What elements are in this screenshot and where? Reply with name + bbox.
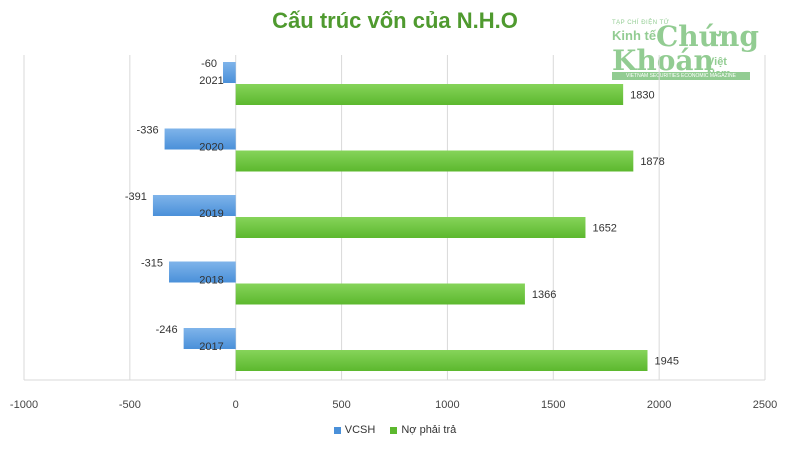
category-label-2017: 2017 (199, 341, 223, 353)
logo-tagline: VIETNAM SECURITIES ECONOMIC MAGAZINE (612, 72, 750, 80)
bar-no-phai-tra-2019 (235, 217, 586, 238)
x-tick-label: -500 (119, 399, 141, 411)
x-tick-label: 500 (332, 399, 350, 411)
logo-small-text: TẠP CHÍ ĐIỆN TỬ (612, 20, 670, 26)
legend-swatch-vcsh (333, 426, 341, 434)
bar-vcsh-2018 (169, 261, 236, 283)
x-tick-label: 0 (233, 399, 239, 411)
legend-label-vcsh: VCSH (344, 424, 376, 436)
bar-vcsh-2017 (183, 328, 236, 349)
category-label-2020: 2020 (199, 142, 223, 154)
logo-chung: Chứng (656, 20, 759, 53)
bar-no-phai-tra-2020 (235, 150, 634, 172)
x-tick-label: 2500 (753, 399, 777, 411)
legend: VCSH Nợ phải trả (0, 424, 790, 436)
x-tick-label: 1500 (541, 399, 565, 411)
x-axis: -1000 -500 0 500 1000 1500 2000 2500 (10, 379, 777, 411)
data-label-vcsh-2020: -336 (137, 125, 159, 137)
labels-layer: -60 1830 2021 -336 1878 2020 -391 1652 2019 -315 1… (125, 58, 679, 368)
data-label-no-phai-tra-2021: 1830 (630, 90, 654, 102)
legend-label-no-phai-tra: Nợ phải trả (401, 424, 457, 436)
logo-kinh-te: Kinh tế (612, 28, 657, 43)
bar-no-phai-tra-2021 (235, 84, 624, 105)
data-label-vcsh-2019: -391 (125, 191, 147, 203)
category-label-2021: 2021 (199, 75, 223, 87)
data-label-vcsh-2021: -60 (201, 58, 217, 70)
x-tick-label: 1000 (435, 399, 459, 411)
data-label-no-phai-tra-2017: 1945 (654, 356, 678, 368)
data-label-no-phai-tra-2020: 1878 (640, 156, 664, 168)
logo-khoan: Khoán (612, 44, 714, 77)
chart-title: Cấu trúc vốn của N.H.O (272, 8, 518, 33)
data-label-no-phai-tra-2019: 1652 (592, 223, 616, 235)
category-label-2018: 2018 (199, 275, 223, 287)
legend-item-vcsh: VCSH (333, 424, 376, 436)
bar-vcsh-2019 (152, 195, 236, 216)
legend-swatch-no-phai-tra (390, 426, 398, 434)
data-label-no-phai-tra-2018: 1366 (532, 289, 556, 301)
magazine-logo: TẠP CHÍ ĐIỆN TỬ Kinh tế Chứng Khoán Việt… (612, 20, 759, 82)
data-label-vcsh-2017: -246 (156, 324, 178, 336)
bar-vcsh-2020 (164, 128, 236, 150)
x-tick-label: 2000 (647, 399, 671, 411)
bar-no-phai-tra-2018 (235, 283, 525, 305)
category-label-2019: 2019 (199, 208, 223, 220)
bar-vcsh-2021 (223, 62, 236, 83)
data-label-vcsh-2018: -315 (141, 258, 163, 270)
bars-layer (152, 62, 648, 371)
bar-no-phai-tra-2017 (235, 350, 648, 371)
legend-item-no-phai-tra: Nợ phải trả (390, 424, 456, 436)
x-tick-label: -1000 (10, 399, 38, 411)
